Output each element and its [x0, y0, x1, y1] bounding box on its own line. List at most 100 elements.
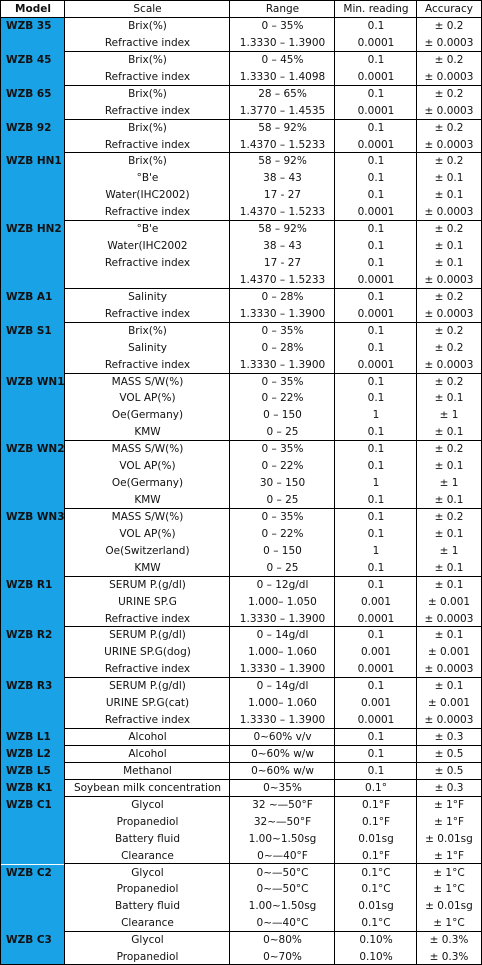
spec-cell: ± 0.1: [434, 189, 464, 202]
spec-cell: ± 1: [439, 409, 459, 422]
group-row: [1, 221, 481, 289]
spec-cell: Battery fluid: [114, 900, 181, 913]
spec-cell: ± 1°F: [433, 849, 465, 862]
spec-cell: 0.0001: [357, 273, 395, 286]
spec-cell: 0 – 28%: [261, 341, 304, 354]
spec-cell: ± 0.2: [434, 375, 464, 388]
spec-cell: KMW: [134, 494, 161, 507]
column-divider: [334, 1, 335, 964]
spec-cell: °B'e: [136, 223, 159, 236]
spec-cell: 1: [372, 477, 380, 490]
spec-cell: 0.1: [367, 629, 385, 642]
spec-cell: Brix(%): [128, 121, 167, 134]
spec-cell: MASS S/W(%): [111, 510, 184, 523]
spec-cell: Glycol: [131, 866, 164, 879]
group-row: [1, 120, 481, 154]
column-divider: [229, 1, 230, 964]
spec-cell: Refractive index: [104, 104, 191, 117]
model-cell: WZB WN2: [1, 441, 65, 509]
spec-cell: ± 0.01sg: [425, 832, 473, 845]
model-cell: WZB R2: [1, 627, 65, 679]
spec-cell: 0.1: [367, 578, 385, 591]
spec-cell: 0.1: [367, 764, 385, 777]
spec-cell: SERUM P.(g/dl): [109, 680, 186, 693]
spec-cell: 0 – 45%: [261, 53, 304, 66]
spec-cell: KMW: [134, 426, 161, 439]
spec-cell: 0.0001: [357, 138, 395, 151]
spec-cell: 58 – 92%: [258, 121, 307, 134]
spec-cell: Methanol: [123, 764, 172, 777]
spec-cell: 0 – 14g/dl: [256, 629, 309, 642]
spec-cell: SERUM P.(g/dl): [109, 578, 186, 591]
spec-cell: 1.3330 – 1.4098: [239, 70, 326, 83]
spec-cell: ± 0.2: [434, 121, 464, 134]
spec-cell: 0 – 28%: [261, 290, 304, 303]
spec-cell: ± 0.3: [434, 731, 464, 744]
spec-cell: 1.3330 – 1.3900: [239, 663, 326, 676]
spec-cell: ± 0.001: [427, 697, 471, 710]
group-row: [1, 374, 481, 442]
model-cell: WZB K1: [1, 779, 65, 797]
spec-cell: 0 – 12g/dl: [256, 578, 309, 591]
spec-cell: ± 0.1: [434, 527, 464, 540]
spec-cell: 0.001: [360, 646, 392, 659]
spec-cell: 0.1: [367, 527, 385, 540]
model-cell: WZB C1: [1, 796, 65, 865]
spec-cell: 0.01sg: [358, 900, 394, 913]
group-row: [1, 289, 481, 323]
spec-cell: 0.1: [367, 189, 385, 202]
spec-cell: 0.1°C: [361, 866, 391, 879]
spec-cell: Alcohol: [128, 731, 167, 744]
spec-cell: ± 0.0003: [424, 36, 474, 49]
spec-cell: 0.1°F: [362, 849, 390, 862]
group-row: [1, 729, 481, 746]
header-cell: Range: [265, 3, 300, 15]
group-row: [1, 323, 481, 374]
group-row: [1, 153, 481, 222]
model-cell: WZB L1: [1, 729, 65, 746]
spec-cell: Refractive index: [104, 257, 191, 270]
spec-cell: ± 0.0003: [424, 104, 474, 117]
spec-cell: 1: [372, 409, 380, 422]
group-row: [1, 763, 481, 780]
spec-cell: VOL AP(%): [119, 460, 176, 473]
spec-cell: ± 0.0003: [424, 206, 474, 219]
spec-cell: 0.1: [367, 257, 385, 270]
spec-cell: 0.1: [367, 341, 385, 354]
spec-cell: 0.1: [367, 20, 385, 32]
spec-cell: 30 – 150: [259, 477, 306, 490]
spec-cell: 0.1: [367, 172, 385, 185]
model-cell: WZB 45: [1, 51, 65, 86]
spec-cell: ± 0.0003: [424, 612, 474, 625]
spec-cell: ± 1°C: [433, 883, 465, 896]
spec-cell: ± 0.3%: [429, 951, 469, 964]
spec-cell: ± 0.3%: [429, 934, 469, 947]
spec-cell: URINE SP.G: [118, 595, 177, 608]
spec-cell: ± 0.2: [434, 87, 464, 100]
spec-cell: 0~70%: [263, 951, 302, 964]
spec-cell: 0.1°F: [362, 798, 390, 811]
spec-cell: 0.0001: [357, 104, 395, 117]
spec-cell: Refractive index: [104, 307, 191, 320]
model-cell: WZB WN1: [1, 373, 65, 442]
spec-cell: 0~—40°C: [256, 917, 309, 930]
spec-cell: 1.00~1.50sg: [248, 900, 317, 913]
spec-cell: 0~60% w/w: [251, 747, 314, 760]
spec-cell: 1.3330 – 1.3900: [239, 36, 326, 49]
spec-cell: 0.1: [367, 121, 385, 134]
spec-cell: ± 1: [439, 477, 459, 490]
spec-cell: 1.00~1.50sg: [248, 832, 317, 845]
spec-cell: 0.0001: [357, 206, 395, 219]
spec-cell: ± 0.001: [427, 646, 471, 659]
spec-cell: ± 0.0003: [424, 70, 474, 83]
column-divider: [416, 1, 417, 964]
spec-cell: 0.1: [367, 426, 385, 439]
spec-cell: Propanediol: [116, 883, 179, 896]
spec-cell: 0 – 22%: [261, 392, 304, 405]
spec-cell: ± 0.5: [434, 747, 464, 760]
spec-cell: 0.001: [360, 595, 392, 608]
spec-cell: ± 0.3: [434, 781, 464, 794]
group-row: [1, 865, 481, 933]
spec-cell: 1.4370 – 1.5233: [239, 138, 326, 151]
